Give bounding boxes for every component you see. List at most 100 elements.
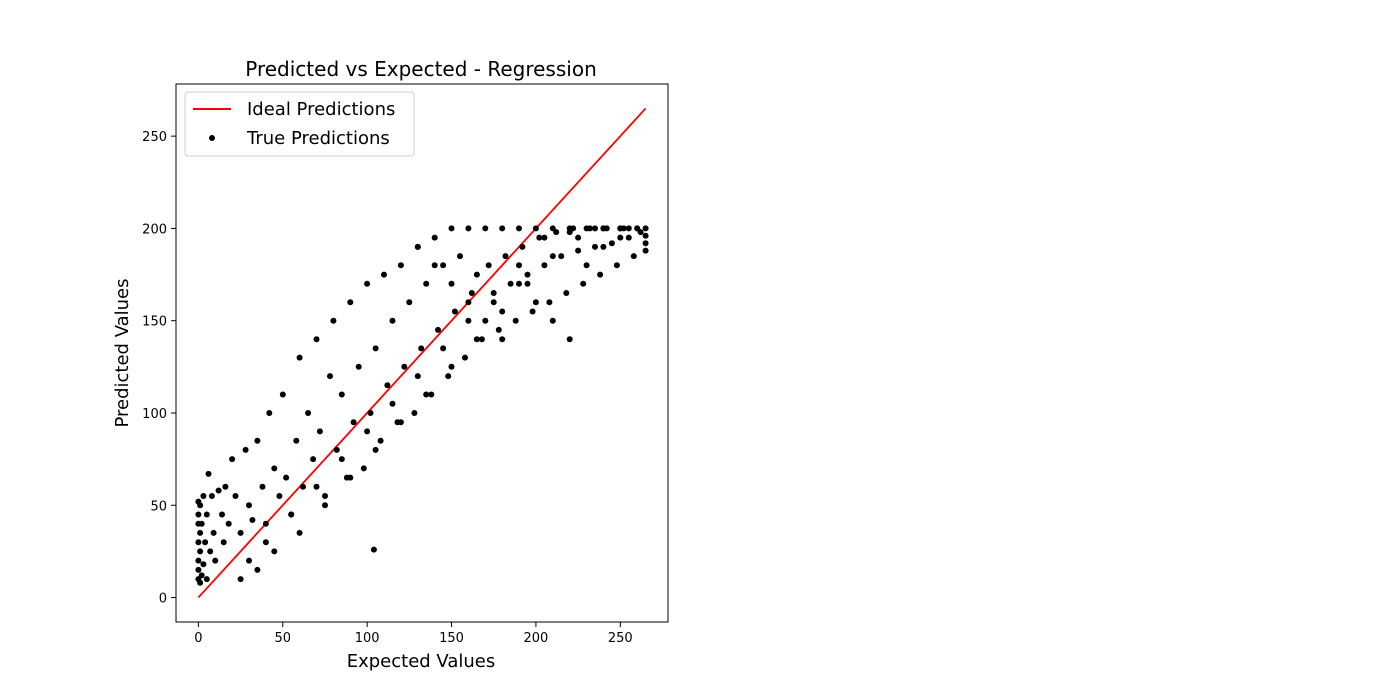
scatter-point <box>259 483 266 490</box>
plot-data-layer <box>195 107 649 599</box>
scatter-point <box>205 470 212 477</box>
scatter-point <box>338 456 345 463</box>
legend-true-dot-icon <box>209 135 215 141</box>
scatter-point <box>553 229 560 236</box>
y-tick-label: 200 <box>142 222 167 237</box>
scatter-point <box>397 262 404 269</box>
scatter-point <box>482 317 489 324</box>
scatter-point <box>634 225 641 232</box>
scatter-point <box>431 234 438 241</box>
scatter-point <box>355 363 362 370</box>
y-axis-ticks: 0 50 100 150 200 250 <box>142 130 176 607</box>
scatter-point <box>367 410 374 416</box>
scatter-point <box>583 262 590 269</box>
scatter-point <box>200 493 207 499</box>
scatter-point <box>580 280 587 287</box>
scatter-point <box>448 363 455 370</box>
y-tick-label: 100 <box>142 407 167 422</box>
scatter-point <box>197 502 204 509</box>
chart-title: Predicted vs Expected - Regression <box>245 57 597 81</box>
scatter-point <box>364 428 371 435</box>
scatter-point <box>516 280 522 287</box>
scatter-point <box>313 483 320 490</box>
scatter-point <box>372 446 379 453</box>
scatter-point <box>448 280 455 287</box>
scatter-point <box>600 225 607 232</box>
scatter-point <box>428 391 435 398</box>
legend: Ideal Predictions True Predictions <box>184 91 415 157</box>
y-axis-label: Predicted Values <box>112 278 133 427</box>
scatter-point <box>254 437 261 444</box>
scatter-point <box>370 546 377 553</box>
scatter-point <box>457 253 463 260</box>
scatter-point <box>350 419 357 426</box>
legend-true-label: True Predictions <box>246 128 390 149</box>
scatter-point <box>499 336 506 343</box>
scatter-point <box>549 317 556 324</box>
scatter-point <box>202 539 209 546</box>
scatter-point <box>451 308 458 315</box>
scatter-point <box>642 225 649 232</box>
scatter-point <box>384 382 391 389</box>
scatter-point <box>372 345 379 352</box>
x-tick-label: 100 <box>355 631 380 646</box>
scatter-point <box>232 493 239 499</box>
scatter-point <box>242 446 249 453</box>
y-tick-label: 0 <box>159 592 167 607</box>
scatter-point <box>219 511 225 518</box>
x-tick-label: 150 <box>439 631 464 646</box>
scatter-point <box>516 262 522 269</box>
scatter-point <box>418 345 425 352</box>
scatter-point <box>200 561 207 568</box>
scatter-point <box>288 511 295 518</box>
scatter-point <box>465 225 472 232</box>
scatter-point <box>586 225 593 232</box>
scatter-point <box>271 465 278 472</box>
scatter-point <box>195 539 202 546</box>
scatter-point <box>276 493 283 499</box>
scatter-point <box>563 290 570 296</box>
scatter-point <box>195 511 202 518</box>
scatter-point <box>642 247 649 254</box>
scatter-point <box>397 419 404 426</box>
scatter-point <box>249 517 256 523</box>
scatter-point <box>360 465 367 472</box>
scatter-point <box>566 336 573 343</box>
scatter-point <box>406 299 413 306</box>
scatter-point <box>414 243 421 250</box>
scatter-point <box>296 529 303 536</box>
scatter-point <box>465 299 472 306</box>
scatter-point <box>330 317 337 324</box>
scatter-point <box>473 271 480 278</box>
scatter-point <box>225 520 232 527</box>
scatter-point <box>347 474 354 481</box>
scatter-point <box>617 234 624 241</box>
scatter-point <box>482 225 489 232</box>
scatter-point <box>617 225 624 232</box>
scatter-point <box>300 483 306 490</box>
scatter-point <box>414 373 421 380</box>
scatter-point <box>473 336 480 343</box>
scatter-point <box>246 502 252 509</box>
scatter-point <box>541 234 548 241</box>
scatter-point <box>310 456 317 463</box>
scatter-point <box>524 280 531 287</box>
scatter-point <box>322 502 328 509</box>
scatter-point <box>532 225 539 232</box>
scatter-point <box>296 354 303 361</box>
scatter-point <box>293 437 300 444</box>
y-tick-label: 250 <box>142 130 167 145</box>
scatter-point <box>197 548 204 555</box>
scatter-point <box>440 262 447 269</box>
scatter-point <box>203 511 210 518</box>
x-tick-label: 50 <box>274 631 291 646</box>
scatter-point <box>625 225 632 232</box>
scatter-point <box>322 493 328 499</box>
scatter-point <box>246 557 252 564</box>
scatter-point <box>347 299 354 306</box>
scatter-point <box>541 262 548 269</box>
scatter-point <box>597 271 604 278</box>
scatter-point <box>220 539 227 546</box>
scatter-point <box>642 232 649 239</box>
scatter-point <box>445 373 452 380</box>
